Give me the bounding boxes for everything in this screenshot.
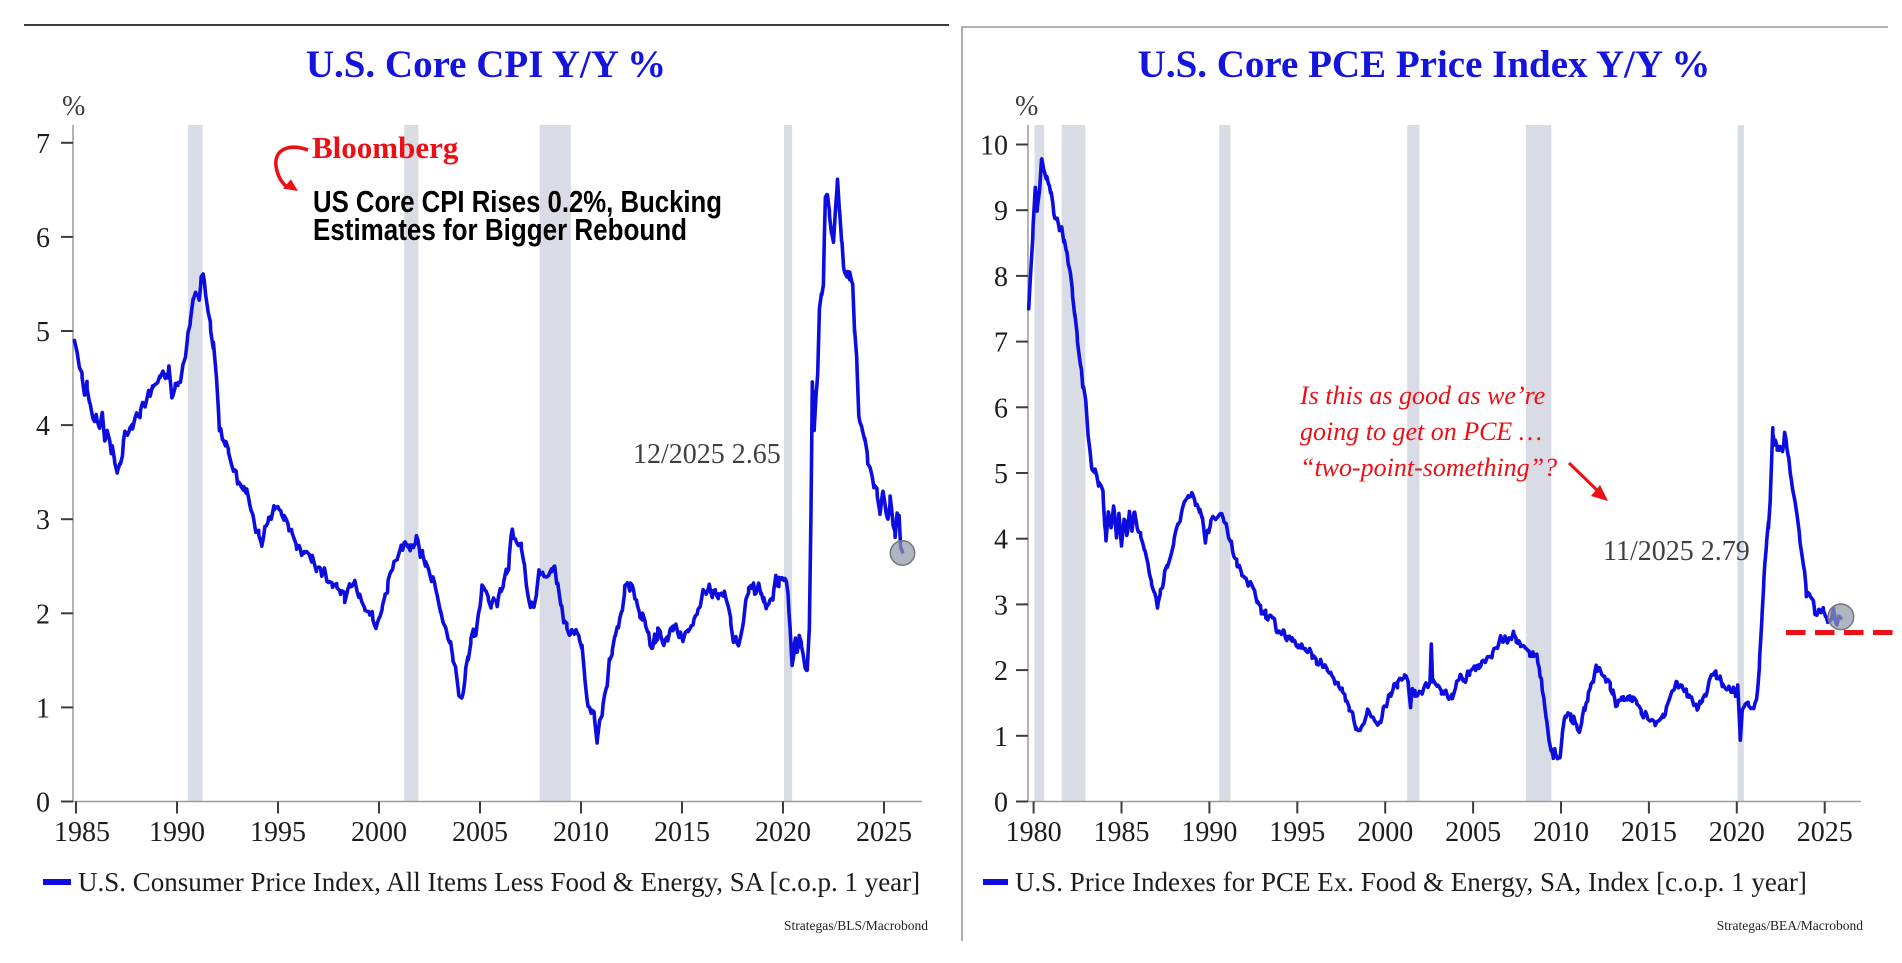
svg-text:7: 7	[36, 129, 50, 160]
svg-text:2: 2	[994, 656, 1008, 687]
svg-text:8: 8	[994, 262, 1008, 293]
svg-text:4: 4	[994, 525, 1008, 556]
svg-text:10: 10	[980, 131, 1008, 162]
svg-text:2005: 2005	[1445, 817, 1501, 848]
svg-text:“two-point-something”?: “two-point-something”?	[1300, 453, 1557, 482]
svg-text:9: 9	[994, 196, 1008, 227]
svg-text:2025: 2025	[856, 817, 912, 848]
svg-text:6: 6	[36, 223, 50, 254]
svg-text:2000: 2000	[1357, 817, 1413, 848]
svg-text:1980: 1980	[1006, 817, 1062, 848]
svg-text:11/2025 2.79: 11/2025 2.79	[1603, 536, 1750, 567]
svg-text:1: 1	[994, 722, 1008, 753]
svg-text:U.S. Price Indexes for PCE Ex.: U.S. Price Indexes for PCE Ex. Food & En…	[1015, 867, 1807, 897]
svg-text:2025: 2025	[1797, 817, 1853, 848]
svg-text:2015: 2015	[1621, 817, 1677, 848]
svg-text:5: 5	[36, 317, 50, 348]
svg-text:Strategas/BLS/Macrobond: Strategas/BLS/Macrobond	[784, 918, 928, 933]
svg-text:1985: 1985	[1094, 817, 1150, 848]
svg-text:1985: 1985	[54, 817, 110, 848]
svg-text:2000: 2000	[351, 817, 407, 848]
svg-text:0: 0	[994, 788, 1008, 819]
svg-text:2020: 2020	[1709, 817, 1765, 848]
svg-text:2015: 2015	[654, 817, 710, 848]
svg-text:12/2025 2.65: 12/2025 2.65	[633, 439, 781, 470]
svg-text:Bloomberg: Bloomberg	[312, 130, 459, 165]
svg-text:U.S. Core CPI Y/Y %: U.S. Core CPI Y/Y %	[306, 43, 666, 86]
svg-text:2010: 2010	[553, 817, 609, 848]
svg-text:1: 1	[36, 693, 50, 724]
svg-text:2010: 2010	[1533, 817, 1589, 848]
svg-text:%: %	[1015, 91, 1038, 122]
svg-text:US Core CPI Rises 0.2%, Buckin: US Core CPI Rises 0.2%, Bucking	[313, 185, 722, 219]
svg-text:5: 5	[994, 459, 1008, 490]
svg-text:1990: 1990	[1181, 817, 1237, 848]
svg-text:1995: 1995	[250, 817, 306, 848]
svg-text:3: 3	[36, 505, 50, 536]
svg-text:2020: 2020	[755, 817, 811, 848]
svg-text:%: %	[62, 91, 85, 122]
svg-text:4: 4	[36, 411, 50, 442]
svg-text:2005: 2005	[452, 817, 508, 848]
svg-text:3: 3	[994, 590, 1008, 621]
svg-text:Is this as good as we’re: Is this as good as we’re	[1299, 381, 1545, 410]
svg-text:1990: 1990	[149, 817, 205, 848]
svg-text:Strategas/BEA/Macrobond: Strategas/BEA/Macrobond	[1717, 918, 1863, 933]
svg-text:2: 2	[36, 599, 50, 630]
svg-text:going to get on PCE …: going to get on PCE …	[1300, 417, 1542, 446]
svg-text:1995: 1995	[1269, 817, 1325, 848]
svg-text:U.S. Core PCE Price Index Y/Y: U.S. Core PCE Price Index Y/Y %	[1138, 43, 1711, 86]
svg-text:Estimates for Bigger Rebound: Estimates for Bigger Rebound	[313, 213, 687, 247]
svg-text:U.S. Consumer Price Index, All: U.S. Consumer Price Index, All Items Les…	[78, 867, 920, 897]
svg-text:6: 6	[994, 393, 1008, 424]
svg-text:0: 0	[36, 788, 50, 819]
svg-text:7: 7	[994, 328, 1008, 359]
